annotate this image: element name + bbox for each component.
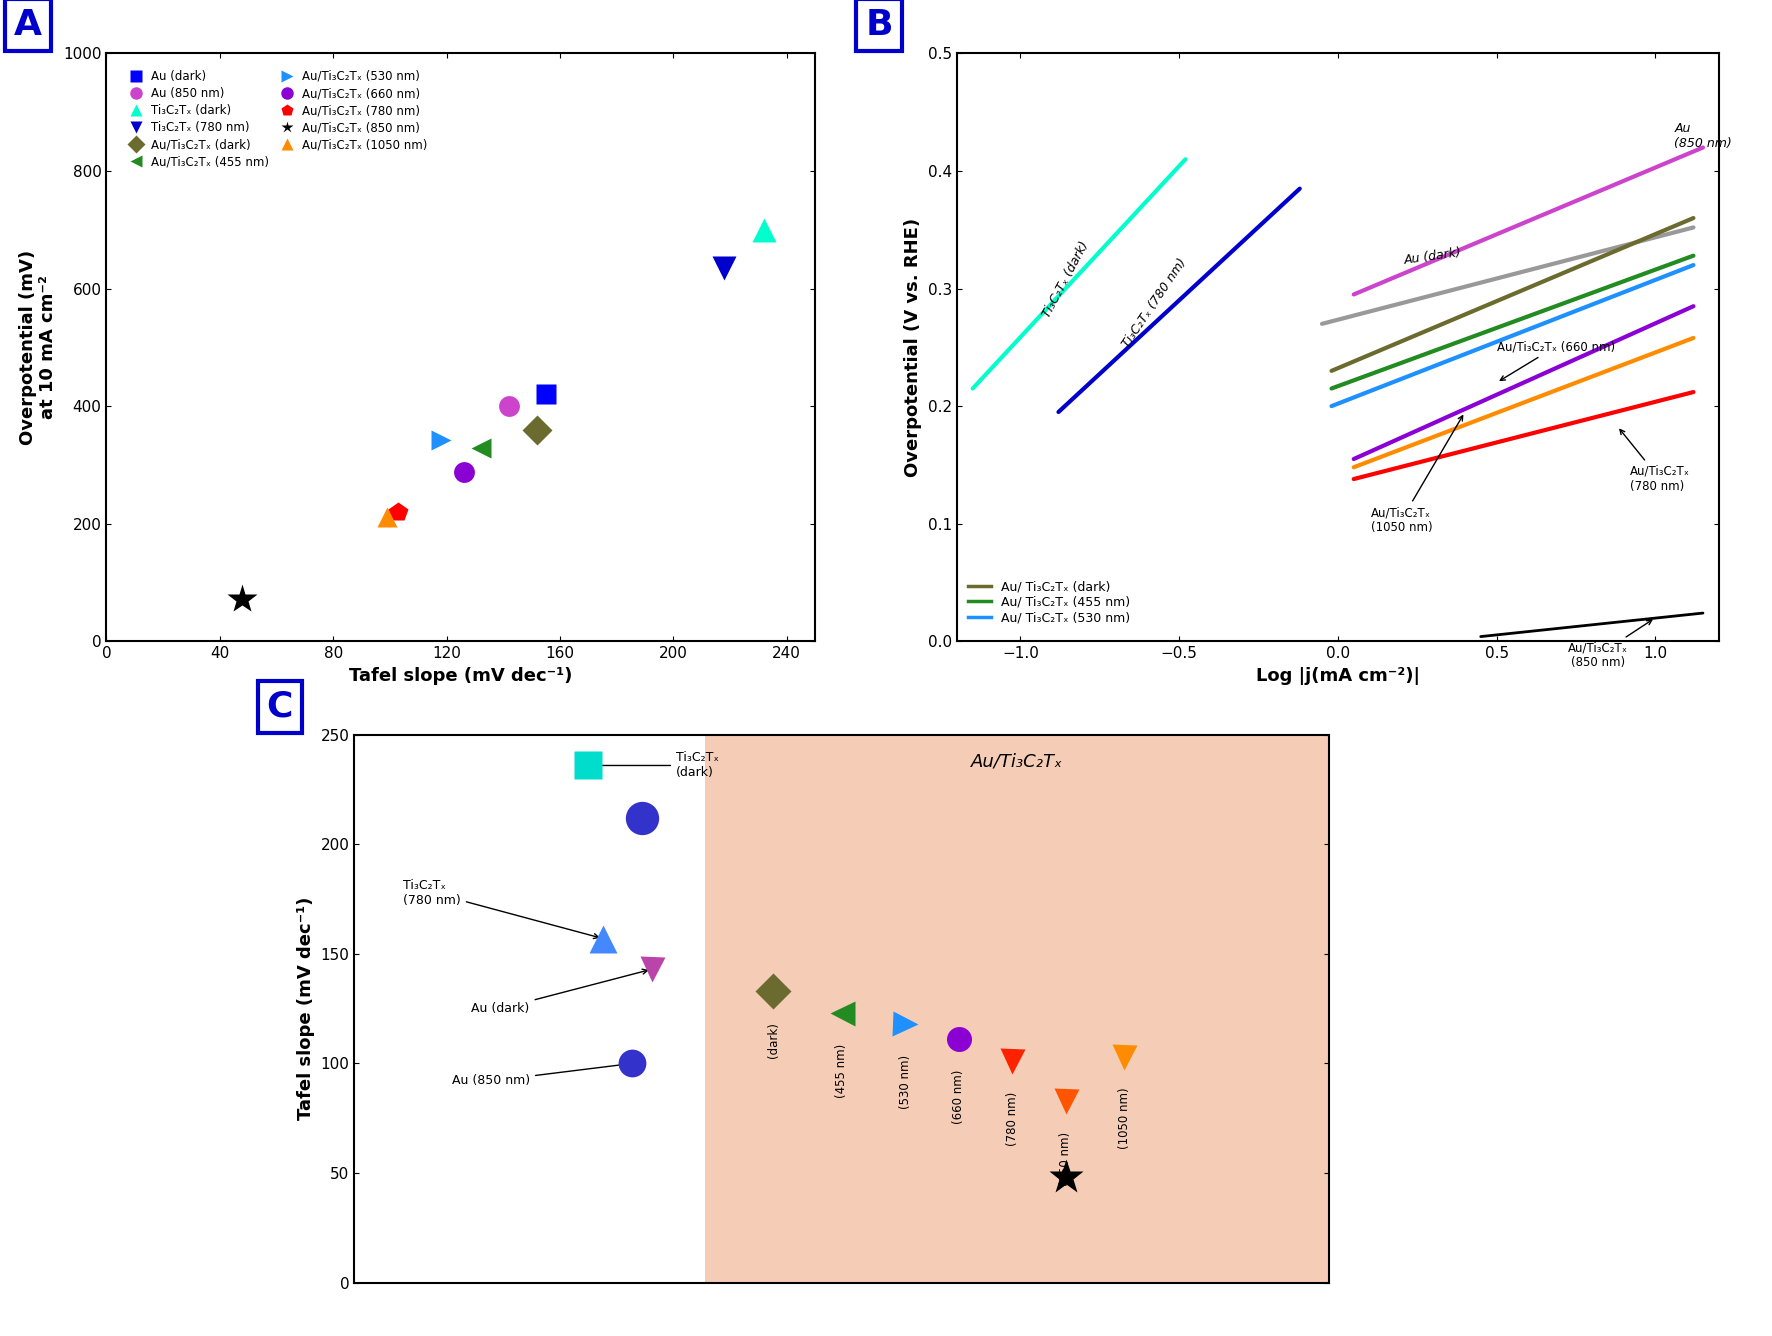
Text: (dark): (dark) [767,1022,780,1058]
Text: C: C [266,689,292,724]
Bar [705,735,1329,1283]
Text: B: B [865,8,893,41]
Legend: Au/ Ti₃C₂Tₓ (dark), Au/ Ti₃C₂Tₓ (455 nm), Au/ Ti₃C₂Tₓ (530 nm): Au/ Ti₃C₂Tₓ (dark), Au/ Ti₃C₂Tₓ (455 nm)… [964,576,1134,629]
Text: Au/Ti₃C₂Tₓ
(850 nm): Au/Ti₃C₂Tₓ (850 nm) [1568,620,1652,669]
Text: Ti₃C₂Tₓ
(dark): Ti₃C₂Tₓ (dark) [592,751,719,779]
Text: Au (850 nm): Au (850 nm) [452,1062,627,1088]
Text: A: A [14,8,43,41]
Y-axis label: Tafel slope (mV dec⁻¹): Tafel slope (mV dec⁻¹) [298,896,315,1121]
Text: (530 nm): (530 nm) [898,1054,911,1109]
Text: Au
(850 nm): Au (850 nm) [1675,122,1733,150]
Text: Ti₃C₂Tₓ (dark): Ti₃C₂Tₓ (dark) [1040,239,1092,321]
Text: Au (dark): Au (dark) [1403,246,1462,267]
Text: Ti₃C₂Tₓ (780 nm): Ti₃C₂Tₓ (780 nm) [1120,255,1189,350]
Text: (850 nm): (850 nm) [1060,1132,1072,1185]
Text: (660 nm): (660 nm) [952,1070,966,1125]
Text: Ti₃C₂Tₓ
(780 nm): Ti₃C₂Tₓ (780 nm) [404,879,599,939]
Text: (780 nm): (780 nm) [1006,1092,1019,1146]
Text: Au/Ti₃C₂Tₓ
(780 nm): Au/Ti₃C₂Tₓ (780 nm) [1620,429,1690,493]
Text: Au/Ti₃C₂Tₓ
(1050 nm): Au/Ti₃C₂Tₓ (1050 nm) [1370,415,1462,534]
Legend: Au (dark), Au (850 nm), Ti₃C₂Tₓ (dark), Ti₃C₂Tₓ (780 nm), Au/Ti₃C₂Tₓ (dark), Au/: Au (dark), Au (850 nm), Ti₃C₂Tₓ (dark), … [119,65,432,174]
Text: (455 nm): (455 nm) [835,1043,849,1098]
Text: Au (dark): Au (dark) [471,969,647,1015]
X-axis label: Tafel slope (mV dec⁻¹): Tafel slope (mV dec⁻¹) [349,667,572,684]
X-axis label: Log |j(mA cm⁻²)|: Log |j(mA cm⁻²)| [1256,667,1419,684]
Y-axis label: Overpotential (V vs. RHE): Overpotential (V vs. RHE) [904,218,921,477]
Y-axis label: Overpotential (mV)
at 10 mA cm⁻²: Overpotential (mV) at 10 mA cm⁻² [18,250,57,445]
Text: Au/Ti₃C₂Tₓ: Au/Ti₃C₂Tₓ [971,752,1063,771]
Text: (1050 nm): (1050 nm) [1118,1088,1131,1149]
Text: Au/Ti₃C₂Tₓ (660 nm): Au/Ti₃C₂Tₓ (660 nm) [1497,341,1614,381]
